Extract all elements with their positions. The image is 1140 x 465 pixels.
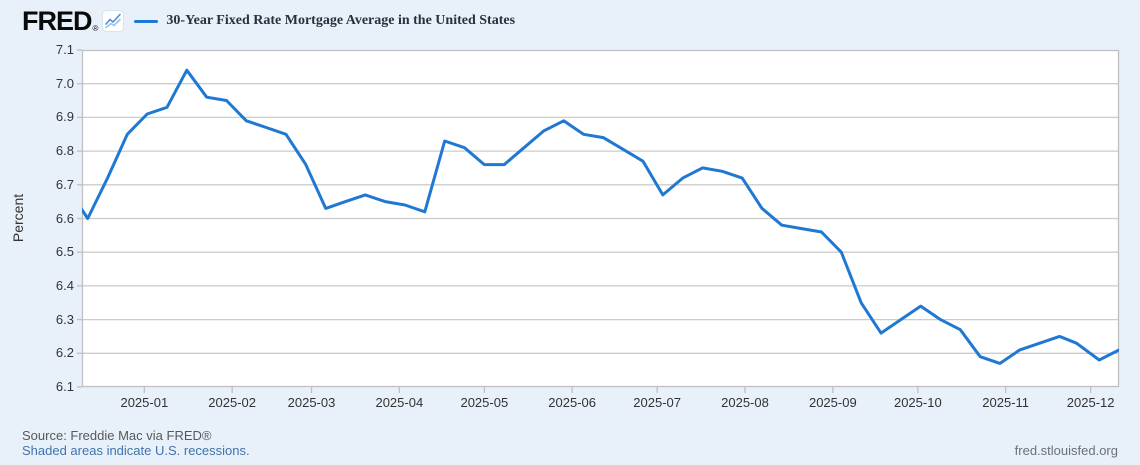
x-tick-label: 2025-08 bbox=[721, 395, 769, 410]
series-title: 30-Year Fixed Rate Mortgage Average in t… bbox=[166, 13, 516, 28]
x-tick-label: 2025-05 bbox=[460, 395, 509, 410]
recessions-note-link[interactable]: Shaded areas indicate U.S. recessions. bbox=[22, 443, 250, 458]
y-tick-label: 6.9 bbox=[55, 109, 74, 125]
x-tick-label: 2025-11 bbox=[982, 395, 1030, 410]
x-tick-label: 2025-09 bbox=[808, 395, 857, 410]
y-tick-label: 6.3 bbox=[55, 311, 74, 327]
plot-border bbox=[81, 49, 1120, 388]
y-tick-label: 7.0 bbox=[55, 75, 74, 91]
x-tick-label: 2025-04 bbox=[375, 395, 424, 410]
y-tick-label: 6.6 bbox=[55, 210, 74, 226]
y-tick-label: 6.8 bbox=[55, 143, 74, 159]
y-tick-label: 7.1 bbox=[55, 42, 74, 57]
x-tick-label: 2025-01 bbox=[120, 395, 169, 410]
x-tick-label: 2025-02 bbox=[208, 395, 257, 410]
fred-logo[interactable]: FRED ® bbox=[22, 6, 99, 36]
y-tick-label: 6.5 bbox=[55, 244, 74, 260]
fred-logo-registered: ® bbox=[92, 24, 99, 33]
x-tick-label: 2025-10 bbox=[893, 395, 942, 410]
source-text: Source: Freddie Mac via FRED® bbox=[22, 428, 212, 443]
y-tick-label: 6.2 bbox=[55, 345, 74, 361]
chart-footer: Source: Freddie Mac via FRED® Shaded are… bbox=[22, 428, 250, 458]
plot-svg[interactable] bbox=[77, 49, 1120, 393]
legend-line-swatch bbox=[134, 19, 159, 23]
fred-site-link[interactable]: fred.stlouisfed.org bbox=[1014, 443, 1118, 458]
y-tick-label: 6.7 bbox=[55, 176, 74, 192]
fred-logo-text: FRED bbox=[22, 6, 92, 36]
y-tick-label: 6.1 bbox=[55, 379, 74, 394]
x-tick-label: 2025-07 bbox=[633, 395, 682, 410]
x-tick-label: 2025-06 bbox=[548, 395, 597, 410]
series-line-30-year-mortgage bbox=[82, 68, 1119, 365]
mini-chart-icon bbox=[102, 10, 125, 32]
y-tick-label: 6.4 bbox=[55, 277, 74, 293]
x-tick-label: 2025-12 bbox=[1066, 395, 1115, 410]
chart-header: FRED ® 30-Year Fixed Rate Mortgage Avera… bbox=[22, 6, 515, 36]
y-axis-title: Percent bbox=[10, 193, 26, 243]
x-tick-label: 2025-03 bbox=[287, 395, 336, 410]
